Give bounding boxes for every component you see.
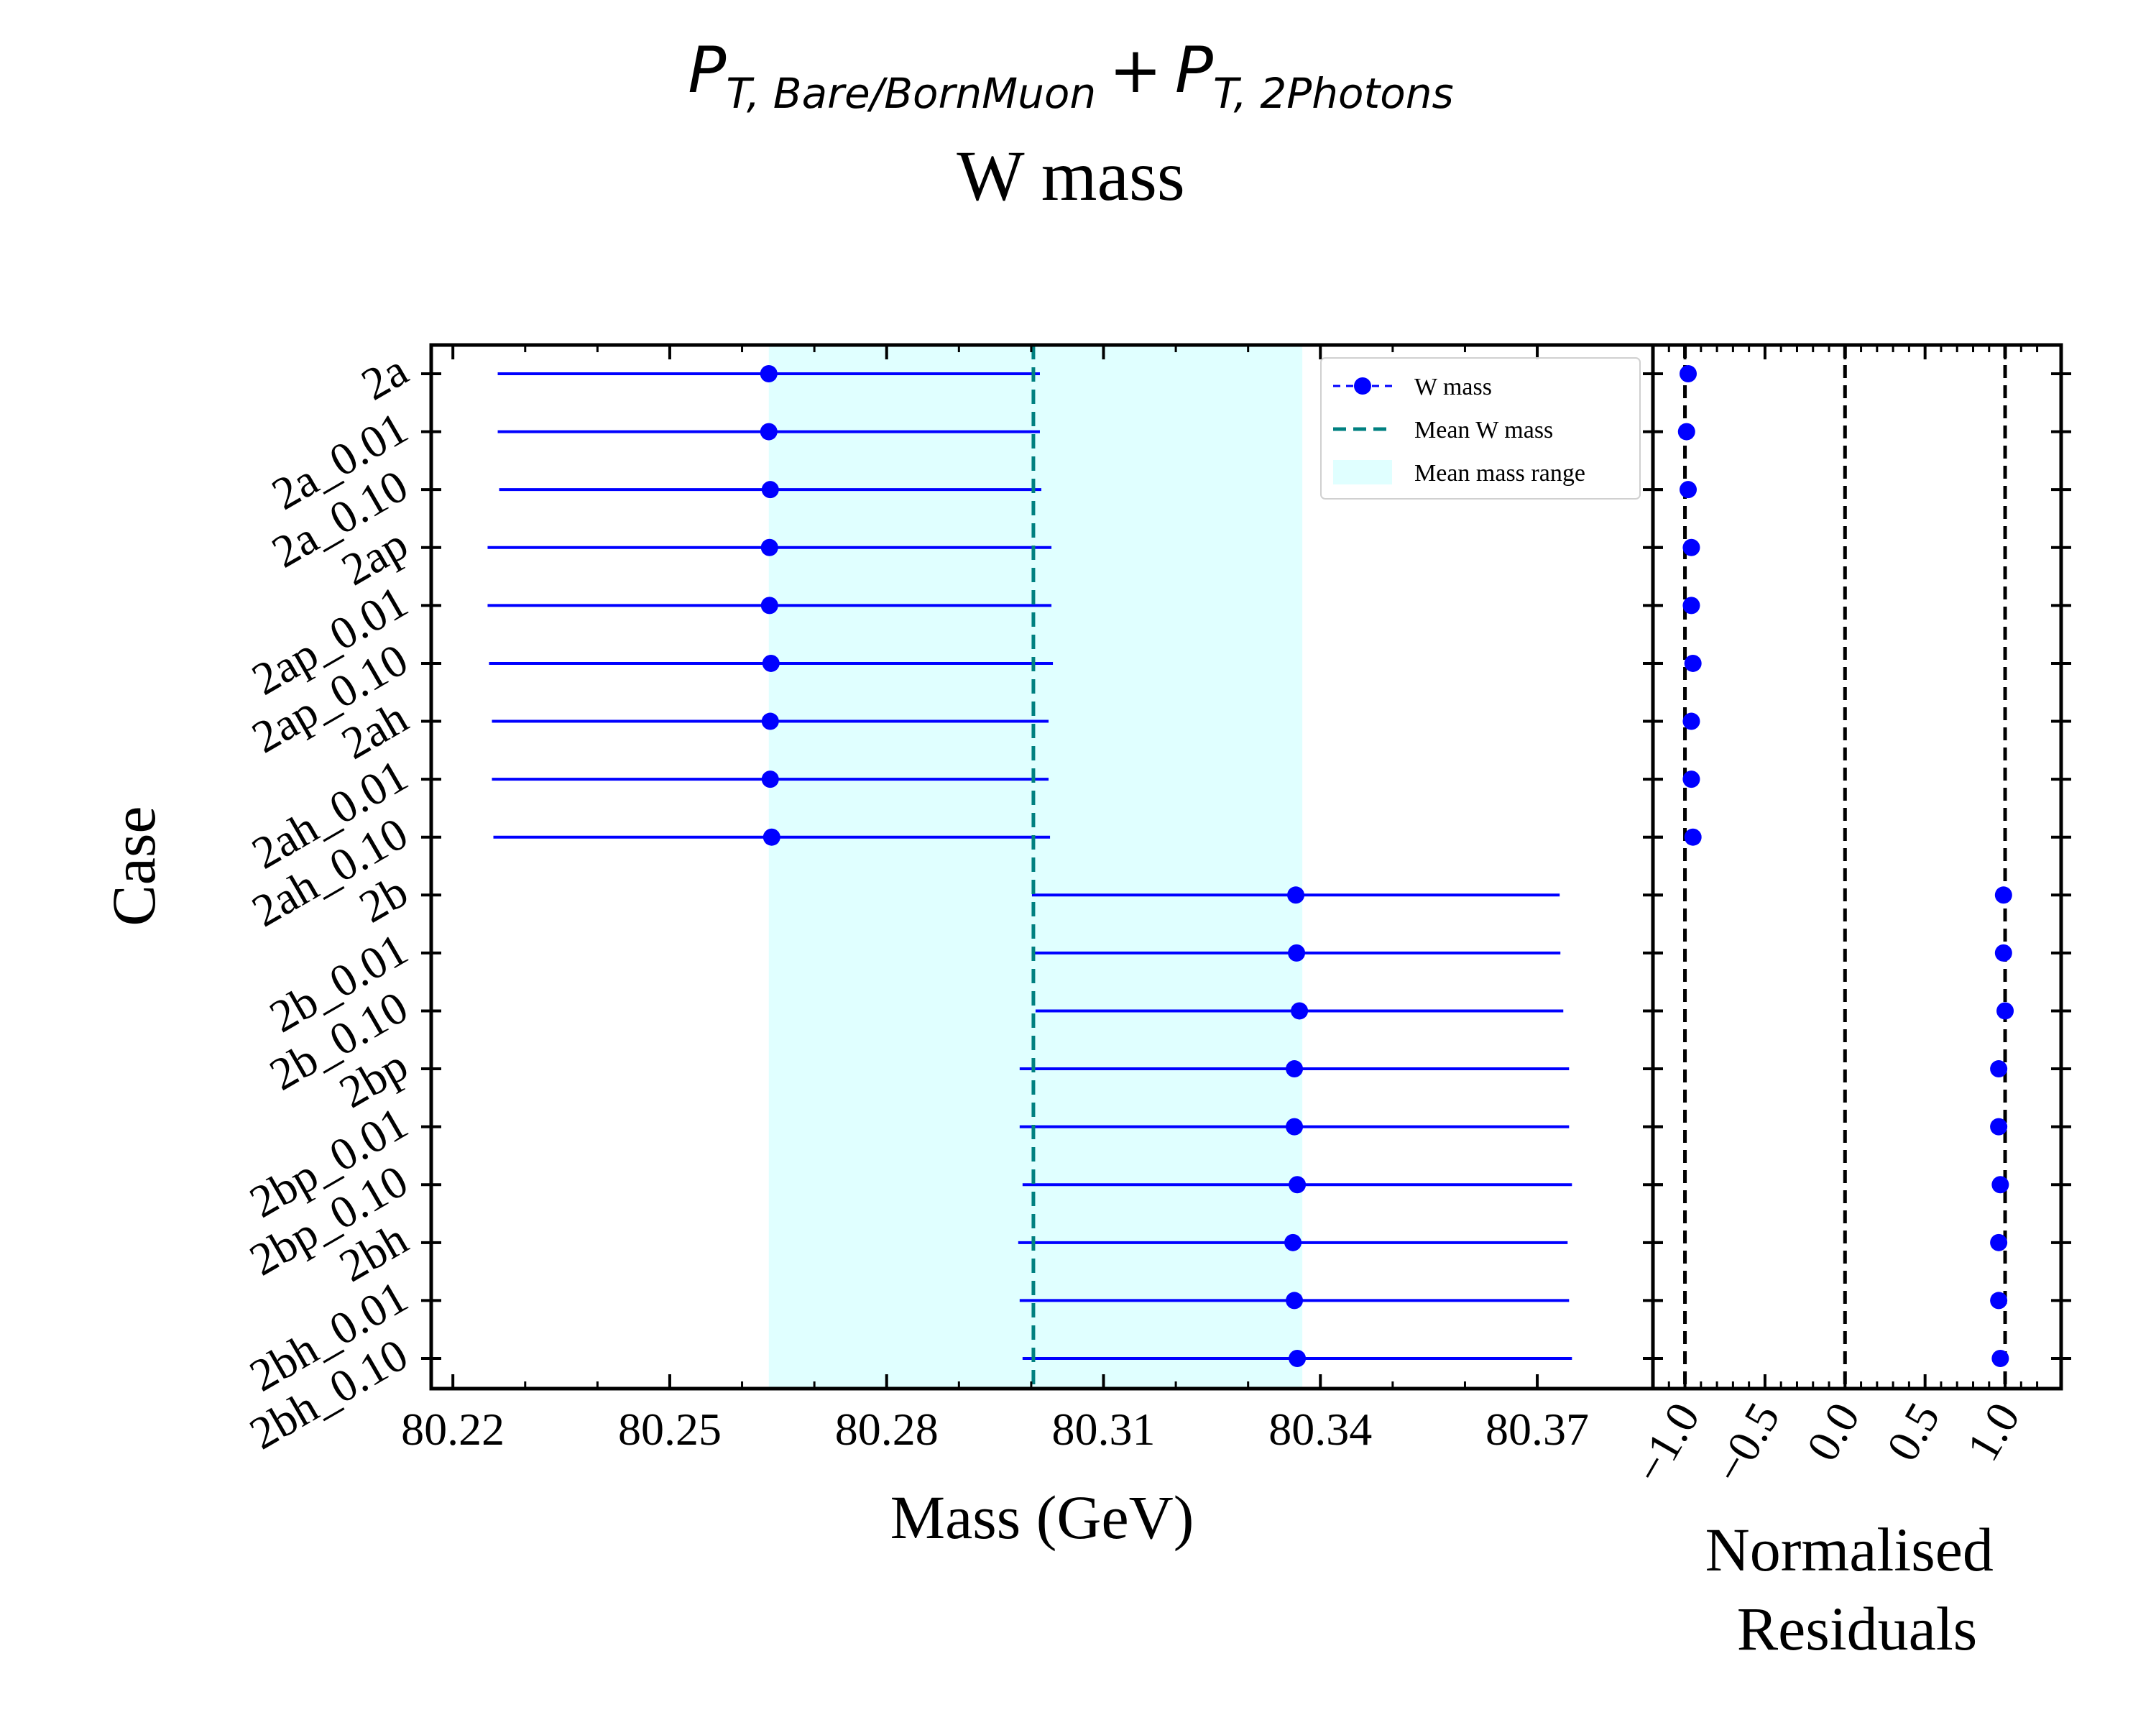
residual-point-2ah_0.10 — [1684, 828, 1702, 846]
residual-reference-lines — [1683, 345, 2007, 1389]
residual-point-2bh — [1990, 1233, 2008, 1251]
res-x-tick-label: 1.0 — [1957, 1394, 2030, 1470]
title-term1-subscript: T, Bare/BornMuon — [726, 69, 1096, 118]
residual-points — [1677, 365, 2014, 1367]
residuals-panel: −1.0−0.5 0.0 0.5 1.0 Normalised Residuals — [1623, 343, 2071, 1663]
point-2ah_0.10 — [763, 828, 780, 846]
residual-point-2bp_0.01 — [1990, 1118, 2008, 1136]
residual-point-2bh_0.01 — [1990, 1292, 2008, 1310]
res-x-tick-label: 0.5 — [1876, 1394, 1949, 1470]
residual-point-2bp_0.10 — [1991, 1176, 2009, 1194]
x-tick-label: 80.28 — [835, 1404, 939, 1455]
main-points — [760, 365, 1309, 1367]
main-panel: 80.22 80.25 80.28 80.31 80.34 80.37 2a2a_0.01… — [99, 343, 1663, 1552]
title-term2-subscript: T, 2Photons — [1213, 69, 1454, 118]
residuals-axis-label-line1: Normalised — [1705, 1515, 1994, 1584]
residual-point-2ap_0.10 — [1684, 654, 1702, 672]
y-axis-label: Case — [99, 806, 168, 926]
residuals-axis-label: Normalised Residuals — [1705, 1515, 2009, 1663]
point-2a_0.01 — [760, 423, 778, 441]
residual-point-2b — [1994, 886, 2012, 904]
residual-point-2a — [1680, 365, 1697, 382]
point-2bh — [1284, 1233, 1302, 1251]
residual-point-2a_0.10 — [1680, 481, 1697, 499]
residual-point-2b_0.10 — [1996, 1002, 2014, 1020]
x-axis-label: Mass (GeV) — [890, 1483, 1194, 1552]
point-2b — [1287, 886, 1305, 904]
point-2bh_0.01 — [1286, 1292, 1304, 1310]
residual-point-2ap_0.01 — [1682, 597, 1700, 615]
x-tick-label: 80.22 — [401, 1404, 505, 1455]
residual-point-2ap — [1682, 538, 1700, 556]
residual-point-2bh_0.10 — [1991, 1350, 2009, 1367]
legend-box — [1320, 357, 1641, 500]
residual-ticks — [1653, 345, 2071, 1389]
point-2a_0.10 — [761, 481, 779, 499]
residual-point-2ah — [1682, 712, 1700, 730]
point-2b_0.10 — [1291, 1002, 1309, 1020]
res-x-tick-label: 0.0 — [1797, 1394, 1869, 1470]
point-2bp — [1286, 1060, 1304, 1078]
title-term2: P — [1175, 33, 1213, 107]
x-tick-label: 80.34 — [1268, 1404, 1372, 1455]
residuals-plot-frame — [1651, 343, 2063, 1391]
res-x-tick-label: −1.0 — [1623, 1394, 1710, 1492]
y-tick-labels: 2a2a_0.012a_0.102ap2ap_0.012ap_0.102ah2a… — [241, 344, 416, 1459]
x-tick-label: 80.37 — [1485, 1404, 1589, 1455]
residual-point-2ah_0.01 — [1682, 770, 1700, 788]
y-tick-label: 2a — [353, 344, 416, 410]
main-xtick-labels: 80.22 80.25 80.28 80.31 80.34 80.37 — [401, 1404, 1589, 1455]
residual-point-2a_0.01 — [1677, 423, 1695, 441]
point-2ap_0.10 — [762, 654, 780, 672]
chart-title-line2: W mass — [957, 136, 1185, 216]
x-tick-label: 80.25 — [618, 1404, 722, 1455]
legend-w-mass-label: W mass — [1414, 374, 1492, 400]
legend-mean-range-swatch — [1333, 460, 1392, 484]
legend-w-mass-marker — [1354, 377, 1371, 395]
point-2a — [760, 365, 778, 382]
point-2bp_0.10 — [1289, 1176, 1307, 1194]
x-tick-label: 80.31 — [1052, 1404, 1156, 1455]
point-2ah_0.01 — [761, 770, 779, 788]
point-2ap — [760, 538, 778, 556]
title-term1: P — [688, 33, 726, 107]
legend-mean-mass-range-label: Mean mass range — [1414, 460, 1585, 487]
point-2ap_0.01 — [760, 597, 778, 615]
chart-title-line1: PT, Bare/BornMuon + PT, 2Photons — [688, 33, 1453, 118]
residuals-axis-label-line2: Residuals — [1737, 1594, 1977, 1663]
point-2ah — [761, 712, 779, 730]
residual-point-2b_0.01 — [1994, 944, 2012, 962]
legend: W mass Mean W mass Mean mass range — [1320, 357, 1641, 500]
point-2bp_0.01 — [1286, 1118, 1304, 1136]
point-2b_0.01 — [1288, 944, 1306, 962]
mean-mass-range-band — [768, 345, 1303, 1389]
residual-xtick-labels: −1.0−0.5 0.0 0.5 1.0 — [1623, 1394, 2030, 1492]
res-x-tick-label: −0.5 — [1704, 1394, 1790, 1492]
title-plus: + — [1109, 33, 1162, 107]
residual-point-2bp — [1990, 1060, 2008, 1078]
legend-mean-w-mass-label: Mean W mass — [1414, 417, 1553, 443]
point-2bh_0.10 — [1289, 1350, 1307, 1367]
